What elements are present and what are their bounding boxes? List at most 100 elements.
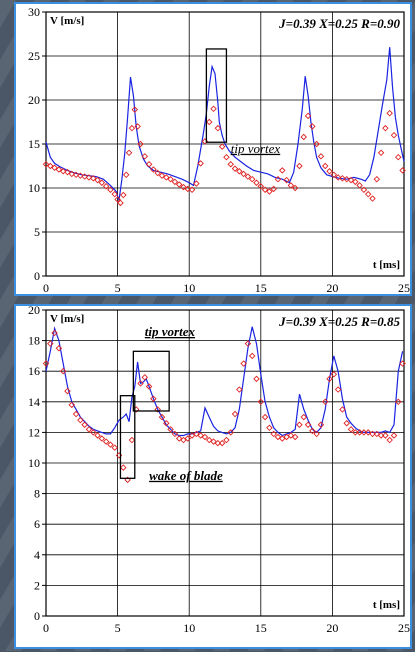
chart1-data-marker — [107, 186, 114, 193]
chart2-data-marker — [42, 360, 50, 367]
chart1-y-tick-label: 15 — [28, 137, 40, 151]
chart2-data-marker — [206, 436, 213, 444]
chart1-data-marker — [248, 175, 256, 183]
chart1-data-marker — [145, 161, 153, 168]
chart1-data-marker — [117, 199, 124, 207]
chart2-annotation-label: tip vortex — [145, 324, 196, 339]
chart2-data-marker — [339, 406, 346, 413]
chart1-data-marker — [382, 124, 389, 132]
chart2-data-marker — [72, 410, 80, 418]
chart2-data-marker — [107, 441, 114, 448]
chart1-data-marker — [47, 162, 54, 170]
chart1-data-marker — [373, 175, 381, 183]
chart-panel-top: 0 5 10 15 20 25 0 5 10 15 20 25 30 tip vortex J=0.39 X… — [14, 2, 412, 296]
chart1-data-marker — [313, 140, 320, 148]
chart2-data-marker — [369, 430, 376, 438]
chart2-data-marker — [64, 387, 71, 395]
chart2-data-marker — [128, 436, 136, 444]
chart2-data-marker — [390, 432, 398, 439]
chart2-data-marker — [266, 424, 273, 432]
chart2-data-marker — [102, 438, 110, 445]
chart1-data-marker — [163, 174, 170, 181]
chart2-data-marker — [313, 430, 320, 438]
chart1-x-tick-label: 5 — [115, 281, 121, 294]
chart2-x-tick-label: 15 — [255, 621, 267, 635]
chart2-data-marker — [244, 340, 252, 347]
chart2-data-marker — [399, 360, 406, 367]
chart2-y-tick-label: 8 — [34, 487, 40, 501]
chart2-y-tick-label: 0 — [34, 609, 40, 623]
chart1-data-marker — [274, 175, 282, 183]
chart2-data-marker — [322, 398, 329, 406]
chart1-data-marker — [77, 172, 84, 179]
chart1-x-tick-label: 25 — [398, 281, 410, 294]
chart1-data-marker — [330, 171, 338, 179]
chart1-data-marker — [94, 176, 101, 184]
chart1-y-axis-label: V [m/s] — [50, 15, 84, 27]
chart2-data-marker — [382, 432, 389, 439]
chart2-y-tick-label: 20 — [28, 306, 40, 317]
chart2-x-tick-label: 20 — [326, 621, 338, 635]
chart2-data-marker — [167, 426, 174, 433]
chart2-data-marker — [137, 380, 144, 387]
chart2-data-marker — [317, 421, 325, 428]
chart2-data-marker — [124, 476, 131, 484]
chart1-data-marker — [114, 196, 121, 203]
chart1-data-marker — [184, 185, 192, 193]
chart1-data-marker — [120, 191, 127, 199]
chart2-data-marker — [59, 367, 67, 375]
chart2-data-marker — [145, 383, 153, 390]
chart2-data-marker — [55, 345, 63, 352]
chart1-data-marker — [128, 124, 136, 132]
chart1-data-marker — [125, 149, 133, 157]
chart2-data-marker — [51, 329, 58, 337]
chart2-data-marker — [158, 413, 166, 421]
chart2-data-marker — [343, 419, 350, 427]
chart2-y-axis-label: V [m/s] — [50, 313, 84, 325]
chart2-data-marker — [274, 433, 282, 441]
chart2-data-marker — [163, 419, 170, 427]
chart1-data-marker — [210, 105, 217, 113]
chart2-data-marker — [352, 429, 359, 436]
chart1-annotation-label: tip vortex — [231, 141, 281, 156]
chart1-data-marker — [231, 165, 239, 172]
chart1-series-line — [45, 47, 405, 201]
chart2-data-marker — [68, 401, 76, 409]
chart2-data-marker — [81, 421, 88, 428]
chart1-data-marker — [304, 112, 312, 120]
chart2-data-marker — [141, 374, 149, 381]
chart2-data-marker — [240, 360, 247, 367]
chart1-data-marker — [42, 161, 50, 168]
chart1-data-marker — [171, 178, 179, 186]
chart2-data-marker — [98, 435, 106, 442]
chart1-y-tick-label: 10 — [28, 181, 40, 195]
chart2-plot-frame — [45, 309, 405, 617]
chart1-data-marker — [279, 167, 286, 174]
chart1-data-marker — [158, 172, 166, 179]
chart1-data-marker — [68, 170, 76, 178]
chart1-data-marker — [59, 168, 67, 175]
chart1-data-marker — [257, 183, 265, 190]
chart1-data-marker — [343, 175, 350, 183]
chart1-data-marker — [291, 184, 299, 192]
chart1-data-marker — [167, 175, 174, 183]
chart1-data-marker — [85, 174, 93, 181]
chart1-x-tick-label: 0 — [43, 281, 49, 294]
chart2-data-marker — [227, 429, 234, 436]
chart2-annotation-box — [119, 395, 136, 479]
chart2-y-tick-label: 10 — [28, 456, 40, 470]
chart2-data-marker — [334, 386, 342, 393]
chart-panel-bottom: 0 5 10 15 20 25 0 2 4 6 8 10 12 14 16 18 20 tip vortex wak… — [14, 303, 412, 649]
chart1-data-marker — [90, 175, 97, 182]
chart1-data-marker — [356, 182, 363, 189]
chart2-data-marker — [287, 432, 295, 439]
chart1-data-marker — [322, 162, 329, 170]
chart2-y-tick-label: 16 — [28, 364, 40, 378]
chart2-data-marker — [210, 438, 217, 445]
chart2-annotation-box — [132, 350, 170, 412]
chart2-data-marker — [309, 427, 316, 435]
chart1-data-marker — [261, 186, 269, 193]
chart2-data-marker — [291, 433, 299, 441]
chart2-data-marker — [218, 439, 226, 447]
chart2-data-marker — [111, 444, 118, 451]
